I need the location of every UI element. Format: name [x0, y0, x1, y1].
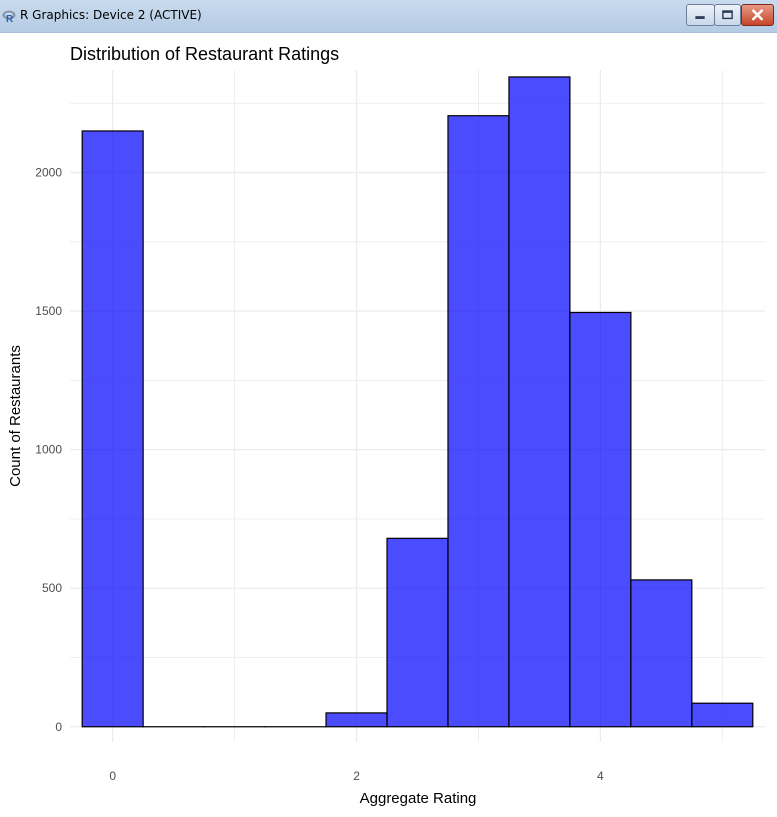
- y-tick-label: 1500: [35, 304, 62, 318]
- histogram-bar: [387, 538, 448, 726]
- maximize-button[interactable]: [714, 4, 741, 26]
- x-axis-label: Aggregate Rating: [360, 790, 477, 807]
- histogram-bar: [326, 713, 387, 727]
- histogram-bar: [82, 131, 143, 727]
- plot-area: 0 500 1000 1500 2000 0 2 4 Distribution of Rest…: [0, 33, 777, 812]
- close-icon: [742, 5, 773, 26]
- maximize-icon: [715, 5, 740, 25]
- histogram-bar: [692, 703, 753, 727]
- y-tick-label: 1000: [35, 443, 62, 457]
- histogram-bar: [570, 312, 631, 726]
- x-tick-label: 4: [597, 769, 604, 783]
- x-tick-label: 0: [109, 769, 116, 783]
- histogram-bar: [509, 77, 570, 727]
- svg-text:R: R: [6, 14, 14, 23]
- y-tick-label: 500: [42, 581, 62, 595]
- window-title: R Graphics: Device 2 (ACTIVE): [20, 8, 202, 22]
- histogram-chart: 0 500 1000 1500 2000 0 2 4 Distribution of Rest…: [0, 33, 777, 812]
- histogram-bar: [448, 116, 509, 727]
- y-tick-label: 0: [55, 720, 62, 734]
- minimize-icon: [687, 5, 714, 25]
- title-bar[interactable]: R R Graphics: Device 2 (ACTIVE): [0, 0, 777, 33]
- x-tick-label: 2: [353, 769, 360, 783]
- histogram-bar: [631, 580, 692, 727]
- chart-title: Distribution of Restaurant Ratings: [70, 44, 339, 64]
- r-logo-icon: R: [2, 9, 16, 23]
- y-axis-label: Count of Restaurants: [7, 345, 24, 487]
- histogram-bars: [82, 77, 753, 727]
- close-button[interactable]: [741, 4, 774, 26]
- minimize-button[interactable]: [686, 4, 715, 26]
- y-tick-label: 2000: [35, 166, 62, 180]
